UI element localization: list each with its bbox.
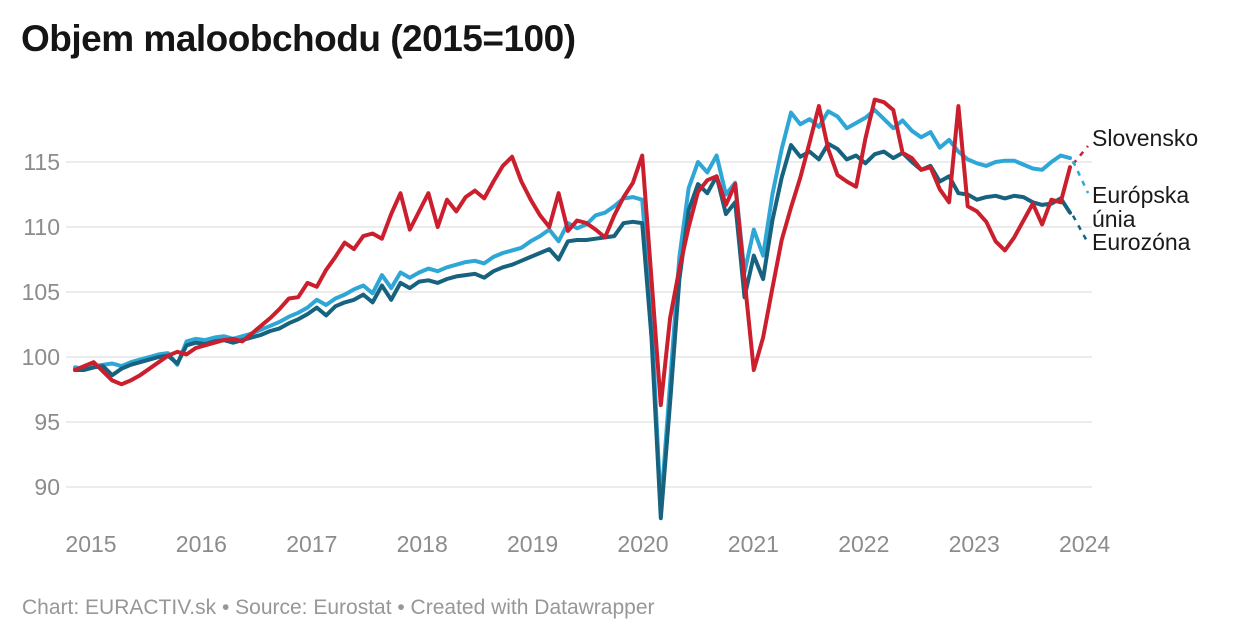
series-label-slovensko: Slovensko (1092, 125, 1199, 151)
x-axis-tick: 2017 (286, 531, 338, 557)
series-label-eurozona: Eurozóna (1092, 229, 1191, 255)
label-connector (1072, 145, 1089, 165)
y-axis-tick: 90 (34, 474, 60, 500)
label-connector (1071, 160, 1090, 194)
x-axis-tick: 2015 (65, 531, 117, 557)
x-axis-tick: 2019 (507, 531, 559, 557)
y-axis-tick: 110 (23, 214, 60, 240)
x-axis-tick: 2022 (838, 531, 890, 557)
series-label-europska-unia: Európska únia (1092, 182, 1190, 233)
chart-title: Objem maloobchodu (2015=100) (21, 18, 576, 59)
x-axis-tick: 2020 (617, 531, 669, 557)
x-axis-tick: 2018 (396, 531, 448, 557)
y-axis-tick: 105 (21, 279, 60, 305)
label-connector (1071, 215, 1090, 244)
x-axis-tick: 2016 (175, 531, 227, 557)
x-axis-tick: 2021 (727, 531, 779, 557)
x-axis-tick: 2024 (1059, 531, 1111, 557)
series-line-slovensko (73, 97, 1072, 408)
series-line-euroz-na (73, 141, 1072, 521)
y-axis-tick: 115 (23, 149, 60, 175)
chart-footer: Chart: EURACTIV.sk • Source: Eurostat • … (22, 596, 655, 619)
y-axis-tick: 95 (34, 409, 60, 435)
y-axis-tick: 100 (21, 344, 60, 370)
x-axis-tick: 2023 (948, 531, 1000, 557)
